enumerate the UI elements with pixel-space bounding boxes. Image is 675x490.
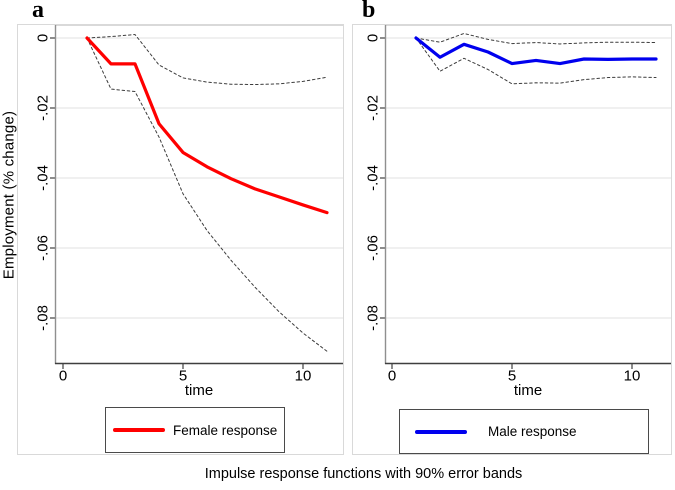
y-tick-label: -.04 xyxy=(34,165,52,191)
y-tick-label: -.02 xyxy=(364,95,382,121)
series-band xyxy=(86,37,328,352)
y-tick-label: -.02 xyxy=(34,95,52,121)
panel-a-female-chart: time Female response 0 -.02 -.04 -.06 -.08 0 5… xyxy=(17,24,344,455)
panel-a-label: a xyxy=(32,0,44,23)
series-band xyxy=(415,32,657,45)
x-axis-title: time xyxy=(513,382,543,399)
x-tick-label: 0 xyxy=(58,367,68,385)
y-tick-label: -.08 xyxy=(364,305,382,331)
legend-label: Male response xyxy=(488,424,577,439)
y-tick-label: -.08 xyxy=(34,305,52,331)
series-band xyxy=(86,34,328,86)
male-line-swatch xyxy=(415,429,467,434)
y-tick-label: 0 xyxy=(34,33,52,43)
y-tick-label: 0 xyxy=(364,33,382,43)
x-axis-title: time xyxy=(184,382,214,399)
series-response xyxy=(414,36,658,66)
y-axis-title: Employment (% change) xyxy=(0,110,18,280)
x-tick-label: 10 xyxy=(294,367,312,385)
x-tick-label: 5 xyxy=(507,367,517,385)
legend-male: Male response xyxy=(399,409,649,454)
x-tick-label: 0 xyxy=(387,367,397,385)
y-tick-label: -.04 xyxy=(364,165,382,191)
female-line-swatch xyxy=(113,428,165,432)
panel-b-label: b xyxy=(362,0,376,23)
series-response xyxy=(85,36,329,215)
male-response-plot xyxy=(380,25,671,369)
figure-caption: Impulse response functions with 90% erro… xyxy=(204,466,523,482)
x-tick-label: 10 xyxy=(623,367,641,385)
panel-b-male-chart: time Male response 0 -.02 -.04 -.06 -.08 0 5 10 xyxy=(352,24,672,455)
female-response-plot xyxy=(50,25,343,369)
series-band xyxy=(415,37,657,85)
y-tick-label: -.06 xyxy=(364,235,382,261)
legend-female: Female response xyxy=(105,407,285,453)
y-tick-label: -.06 xyxy=(34,235,52,261)
x-tick-label: 5 xyxy=(178,367,188,385)
legend-label: Female response xyxy=(173,422,278,438)
